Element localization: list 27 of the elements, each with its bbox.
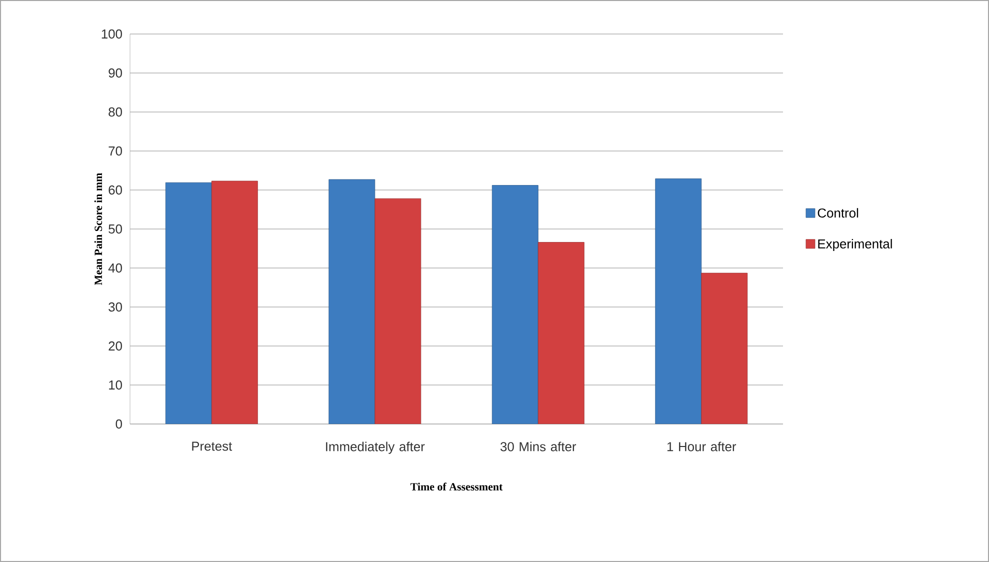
x-tick-label: Pretest: [192, 442, 232, 451]
y-tick-label: 30: [108, 302, 122, 312]
y-tick-label: 20: [108, 341, 122, 351]
bar: [538, 242, 584, 424]
y-tick-label: 0: [116, 419, 122, 429]
legend-label: Control: [818, 208, 858, 218]
y-tick-label: 80: [108, 107, 122, 117]
bar: [492, 185, 538, 424]
y-tick-label: 70: [108, 146, 122, 156]
y-tick-label: 50: [108, 224, 122, 234]
x-tick-label: Immediately after: [326, 442, 425, 454]
y-axis-title: Mean Pain Score in mm: [94, 172, 102, 286]
y-tick-label: 40: [108, 263, 122, 273]
y-tick-label: 90: [108, 68, 122, 78]
x-axis-title: Time of Assessment: [410, 482, 503, 490]
bar: [655, 178, 702, 424]
legend-label: Experimental: [818, 238, 892, 252]
x-tick-label: 30 Mins after: [500, 442, 576, 452]
y-tick-label: 100: [102, 29, 122, 39]
x-tick-label: 1 Hour after: [667, 442, 736, 452]
y-tick-label: 10: [109, 380, 122, 390]
bar: [211, 180, 258, 424]
bar: [374, 198, 422, 424]
y-tick-label: 60: [108, 185, 122, 195]
bar: [328, 179, 376, 424]
bar: [701, 272, 748, 424]
bar: [165, 182, 212, 424]
